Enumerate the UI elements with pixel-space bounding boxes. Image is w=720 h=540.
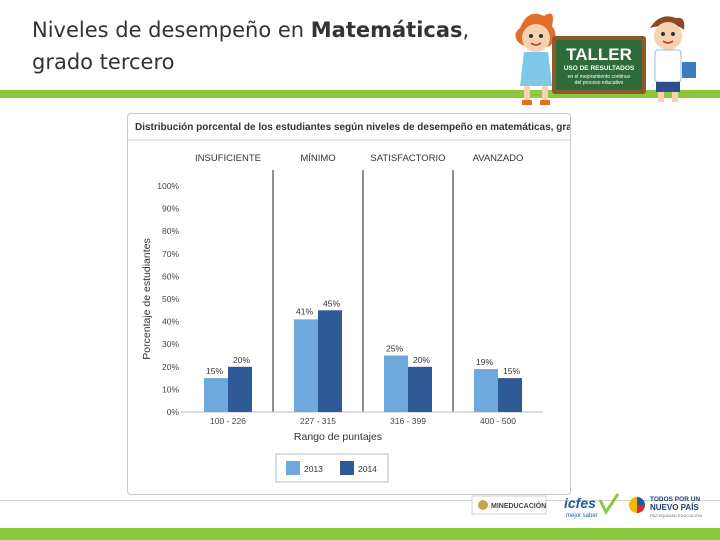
todos-text-2: NUEVO PAÍS [650, 503, 699, 512]
level-header: AVANZADO [473, 153, 524, 164]
chart-title: Distribución porcental de los estudiante… [135, 122, 570, 133]
y-tick-label: 50% [162, 294, 179, 304]
y-axis-label: Porcentaje de estudiantes [141, 238, 153, 359]
icfes-text: icfes [564, 495, 596, 511]
level-header: INSUFICIENTE [195, 153, 261, 164]
footer-divider [0, 500, 720, 501]
x-tick-label: 227 - 315 [300, 416, 336, 426]
bar-2014 [228, 366, 252, 412]
x-tick-label: 316 - 399 [390, 416, 426, 426]
title-line2: grado tercero [32, 50, 175, 74]
y-tick-label: 60% [162, 271, 179, 281]
footer-green-bar [0, 528, 720, 540]
bar-2013 [294, 319, 318, 412]
logo-word2: USO DE RESULTADOS [564, 65, 635, 72]
data-label: 19% [476, 357, 493, 367]
mineducacion-logo: MINEDUCACIÓN [471, 495, 547, 515]
chart-panel: Distribución porcental de los estudiante… [127, 113, 571, 495]
level-header: MÍNIMO [300, 153, 335, 164]
x-tick-label: 100 - 226 [210, 416, 246, 426]
todos-text-3: PAZ EQUIDAD EDUCACIÓN [650, 513, 702, 518]
title-part2: , [462, 18, 470, 42]
x-tick-label: 400 - 500 [480, 416, 516, 426]
bar-2014 [408, 366, 432, 412]
data-label: 45% [323, 298, 340, 308]
y-tick-label: 90% [162, 204, 179, 214]
data-label: 20% [233, 355, 250, 365]
girl-mascot-icon [515, 13, 556, 105]
data-label: 15% [206, 366, 223, 376]
title-bold: Matemáticas [310, 18, 463, 42]
boy-mascot-icon [650, 16, 696, 102]
data-label: 15% [503, 366, 520, 376]
y-tick-label: 20% [162, 362, 179, 372]
todos-text-1: TODOS POR UN [650, 496, 700, 503]
bar-chart: Distribución porcental de los estudiante… [128, 122, 570, 483]
bar-2013 [474, 369, 498, 412]
title-part1: Niveles de desempeño en [32, 18, 311, 42]
logo-word1: TALLER [566, 45, 632, 64]
y-tick-label: 10% [162, 384, 179, 394]
y-tick-label: 70% [162, 249, 179, 259]
data-label: 25% [386, 344, 403, 354]
icfes-logo: icfes mejor saber [564, 493, 620, 519]
level-header: SATISFACTORIO [370, 153, 445, 164]
icfes-sub-text: mejor saber [566, 513, 598, 519]
legend-label: 2014 [358, 464, 377, 474]
todos-por-un-nuevo-pais-logo: TODOS POR UN NUEVO PAÍS PAZ EQUIDAD EDUC… [629, 496, 702, 518]
mineducacion-text: MINEDUCACIÓN [491, 501, 546, 510]
bar-2014 [498, 378, 522, 412]
taller-logo: TALLER USO DE RESULTADOS en el mejoramie… [515, 13, 696, 105]
y-tick-label: 100% [157, 181, 179, 191]
legend-label: 2013 [304, 464, 323, 474]
y-tick-label: 30% [162, 339, 179, 349]
data-label: 41% [296, 306, 313, 316]
legend-swatch-2013 [286, 461, 300, 475]
bar-2013 [204, 378, 228, 412]
y-tick-label: 80% [162, 226, 179, 236]
header-green-bar [0, 90, 720, 98]
y-tick-label: 0% [167, 407, 180, 417]
bar-2013 [384, 355, 408, 412]
legend-swatch-2014 [340, 461, 354, 475]
logo-tagline1: en el mejoramiento continuo [568, 74, 631, 80]
bar-2014 [318, 310, 342, 412]
y-tick-label: 40% [162, 317, 179, 327]
data-label: 20% [413, 355, 430, 365]
taller-board-icon: TALLER USO DE RESULTADOS en el mejoramie… [552, 36, 646, 94]
page-title: Niveles de desempeño en Matemáticas, gra… [32, 14, 469, 78]
logo-tagline2: del proceso educativo [575, 80, 624, 86]
x-axis-label: Rango de puntajes [294, 431, 382, 443]
footer-logos: MINEDUCACIÓN icfes mejor saber TODOS POR… [471, 493, 702, 519]
